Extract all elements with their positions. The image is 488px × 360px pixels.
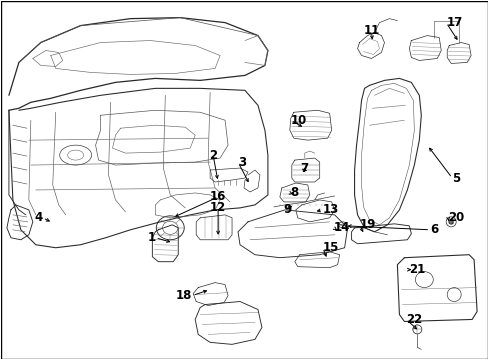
Text: 4: 4 [35,211,42,224]
Text: 20: 20 [447,211,464,224]
Text: 16: 16 [209,190,226,203]
Text: 11: 11 [363,24,379,37]
Text: 12: 12 [209,201,226,215]
Text: 17: 17 [446,16,462,29]
Text: 7: 7 [299,162,307,175]
Text: 10: 10 [290,114,306,127]
Text: 9: 9 [283,203,291,216]
Text: 19: 19 [359,218,375,231]
Text: 15: 15 [322,241,338,254]
Text: 21: 21 [408,263,425,276]
Text: 14: 14 [333,221,349,234]
Ellipse shape [448,219,453,224]
Text: 1: 1 [147,231,155,244]
Text: 3: 3 [238,156,245,168]
Text: 22: 22 [406,313,422,326]
Text: 18: 18 [176,289,192,302]
Text: 13: 13 [322,203,338,216]
Text: 8: 8 [289,186,298,199]
Text: 5: 5 [451,171,460,185]
Text: 6: 6 [429,223,438,236]
Text: 2: 2 [209,149,217,162]
